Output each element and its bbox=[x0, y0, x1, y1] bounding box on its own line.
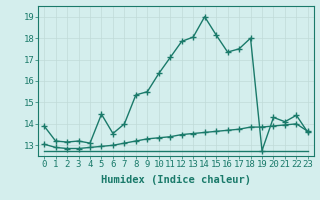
X-axis label: Humidex (Indice chaleur): Humidex (Indice chaleur) bbox=[101, 175, 251, 185]
